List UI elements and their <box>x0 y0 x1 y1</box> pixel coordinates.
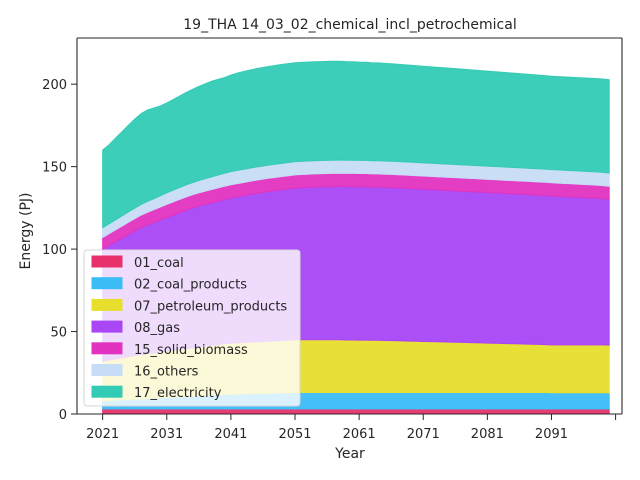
area-17_electricity <box>102 60 610 229</box>
x-tick-label: 2041 <box>214 427 247 442</box>
x-tick-label: 2031 <box>150 427 183 442</box>
area-01_coal <box>102 408 610 415</box>
y-tick-label: 150 <box>42 161 67 176</box>
legend-swatch-15_solid_biomass <box>91 342 123 355</box>
legend-label-15_solid_biomass: 15_solid_biomass <box>134 343 248 358</box>
x-tick-label: 2091 <box>535 427 568 442</box>
y-axis-ticks: 0 50 100 150 200 <box>42 78 77 423</box>
x-tick-label: 2051 <box>278 427 311 442</box>
x-axis-title: Year <box>334 446 365 462</box>
legend-label-02_coal_products: 02_coal_products <box>134 278 247 293</box>
legend-swatch-01_coal <box>91 255 123 268</box>
y-tick-label: 0 <box>59 408 67 423</box>
y-tick-label: 200 <box>42 78 67 93</box>
legend-swatch-16_others <box>91 364 123 376</box>
legend-label-01_coal: 01_coal <box>134 256 184 271</box>
axes <box>76 37 623 415</box>
legend-box <box>83 249 301 407</box>
legend-label-16_others: 16_others <box>134 365 199 380</box>
chart-title: 19_THA 14_03_02_chemical_incl_petrochemi… <box>183 17 516 33</box>
y-axis-title: Energy (PJ) <box>18 193 34 270</box>
legend-swatch-07_petroleum_products <box>91 298 123 311</box>
legend-label-08_gas: 08_gas <box>134 321 180 336</box>
y-tick-label: 100 <box>42 243 67 258</box>
legend-label-07_petroleum_products: 07_petroleum_products <box>134 299 287 314</box>
legend-swatch-02_coal_products <box>91 277 123 290</box>
x-tick-label: 2081 <box>471 427 504 442</box>
x-tick-label: 2071 <box>407 427 440 442</box>
legend-swatch-08_gas <box>91 320 123 333</box>
x-tick-label: 2021 <box>86 427 119 442</box>
legend-label-17_electricity: 17_electricity <box>134 386 222 401</box>
x-axis-ticks: 2021 2031 2041 2051 2061 2071 2081 2091 <box>86 414 617 442</box>
x-tick-label: 2061 <box>343 427 376 442</box>
legend: 01_coal 02_coal_products 07_petroleum_prod… <box>83 249 301 407</box>
y-tick-label: 50 <box>50 326 67 341</box>
legend-swatch-17_electricity <box>91 385 123 398</box>
